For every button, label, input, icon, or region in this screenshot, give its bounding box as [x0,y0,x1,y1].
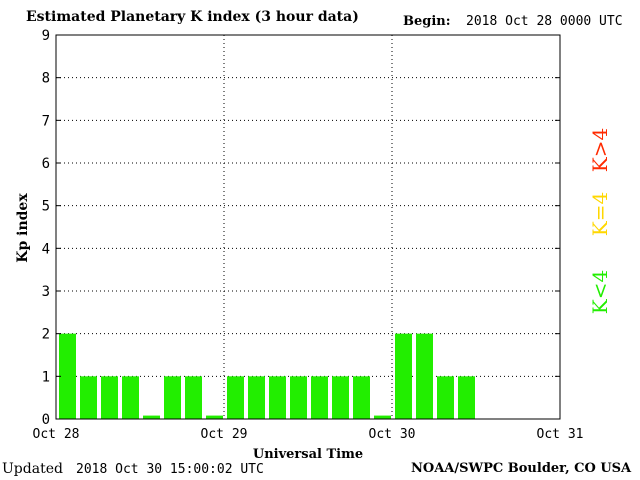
source-credit: NOAA/SWPC Boulder, CO USA [411,461,632,476]
kp-bar [332,376,349,419]
y-tick-label: 3 [42,284,50,300]
tick-labels: 0 1 2 3 4 5 6 7 8 9 Oct 28 Oct 29 Oct 30 Oct 31 [33,28,584,442]
y-tick-label: 0 [42,412,50,428]
kp-bar [437,376,454,419]
kp-bar [311,376,328,419]
kp-bar [395,333,412,419]
y-tick-label: 9 [42,28,50,44]
kp-bar [122,376,139,419]
legend-k-greater-than-4: K>4 [588,127,612,173]
updated-label: Updated [2,461,63,477]
kp-bar [101,376,118,419]
kp-bar [227,376,244,419]
begin-value: 2018 Oct 28 0000 UTC [466,14,623,29]
kp-bar [290,376,307,419]
kp-bar [164,376,181,419]
updated-value: 2018 Oct 30 15:00:02 UTC [76,462,264,477]
legend-k-equal-4: K=4 [588,191,612,237]
kp-bar [458,376,475,419]
y-tick-label: 6 [42,156,50,172]
kp-bar [248,376,265,419]
kp-bar [269,376,286,419]
x-axis-label: Universal Time [252,447,364,462]
plot-frame [55,34,561,420]
kp-bar [353,376,370,419]
y-tick-label: 2 [42,327,50,343]
kp-bar [59,333,76,419]
kp-bar [80,376,97,419]
x-tick-label: Oct 30 [369,427,416,442]
x-tick-label: Oct 31 [537,427,584,442]
x-tick-label: Oct 29 [201,427,248,442]
y-tick-label: 5 [42,199,50,215]
axes [55,34,561,420]
kp-bar [185,376,202,419]
y-tick-label: 8 [42,71,50,87]
kp-bar [416,333,433,419]
legend-k-less-than-4: K<4 [588,269,612,315]
chart-title: Estimated Planetary K index (3 hour data… [26,9,359,25]
y-tick-label: 1 [42,369,50,385]
kp-bar [206,415,223,419]
y-tick-label: 4 [42,241,50,257]
bars [59,333,475,419]
x-tick-label: Oct 28 [33,427,80,442]
y-axis-label: Kp index [15,193,31,263]
y-tick-label: 7 [42,113,50,129]
begin-label: Begin: [403,14,451,29]
grid-lines [56,35,560,419]
kp-bar [374,415,391,419]
kp-bar [143,415,160,419]
